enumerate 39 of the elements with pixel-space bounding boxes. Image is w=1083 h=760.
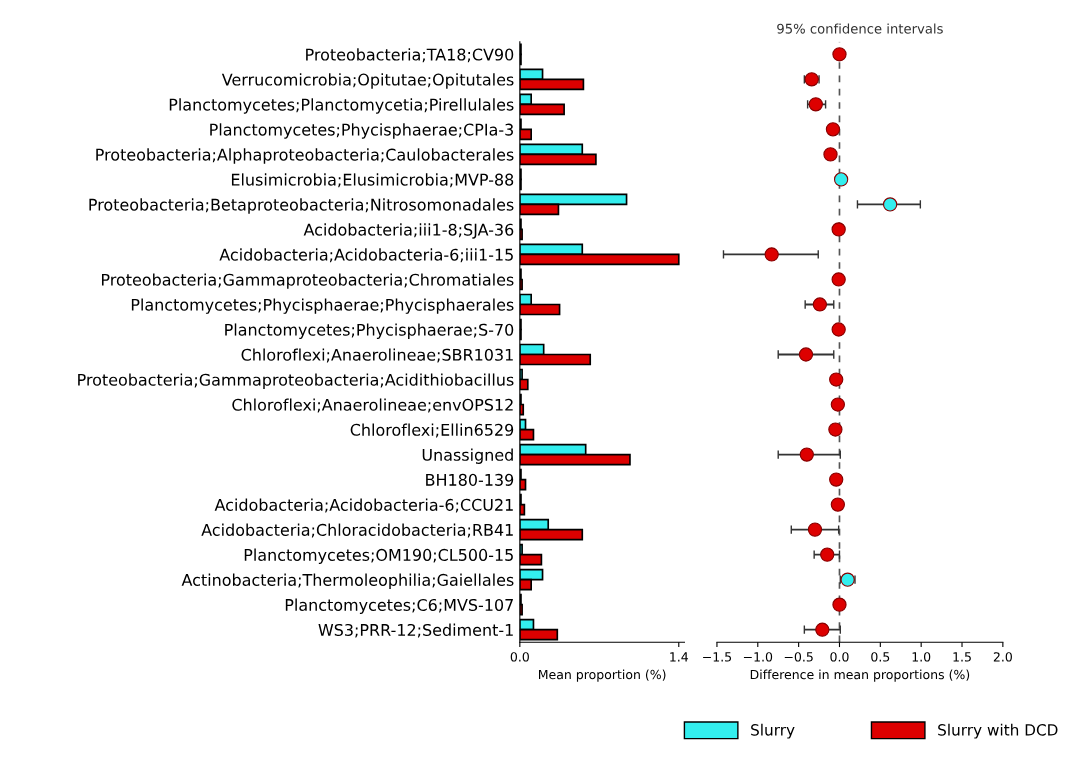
y-tick-label: Acidobacteria;Acidobacteria-6;iii1-15: [219, 248, 513, 263]
x-tick-label: 2.0: [993, 652, 1012, 662]
x-tick-label: −1.5: [703, 652, 732, 662]
y-tick-label: Proteobacteria;Betaproteobacteria;Nitrosomonadales: [89, 198, 514, 214]
y-tick-label: Actinobacteria;Thermoleophilia;Gaiellales: [181, 573, 514, 590]
x-axis-title: Difference in mean proportions (%): [750, 669, 970, 682]
y-tick-label: Proteobacteria;Gammaproteobacteria;Acidithiobacillus: [78, 373, 514, 389]
y-tick-label: Chloroflexi;Anaerolineae;SBR1031: [241, 348, 513, 363]
x-tick-label: 1.4: [670, 652, 689, 662]
legend-label: Slurry with DCD: [938, 723, 1058, 739]
legend-label: Slurry: [751, 723, 795, 739]
y-tick-label: Proteobacteria;TA18;CV90: [306, 48, 514, 63]
y-tick-label: BH180-139: [426, 473, 514, 486]
y-tick-label: Proteobacteria;Alphaproteobacteria;Caulobacterales: [96, 148, 514, 164]
x-tick-label: 0.0: [830, 652, 849, 662]
y-tick-label: Chloroflexi;Anaerolineae;envOPS12: [232, 398, 513, 413]
x-tick-label: 0.0: [510, 652, 529, 662]
y-tick-label: Planctomycetes;C6;MVS-107: [285, 598, 513, 615]
y-tick-label: Chloroflexi;Ellin6529: [350, 423, 514, 438]
x-tick-label: 1.5: [953, 652, 971, 662]
x-tick-label: −0.5: [784, 652, 813, 662]
y-tick-label: Elusimicrobia;Elusimicrobia;MVP-88: [231, 173, 514, 188]
chart-title: 95% confidence intervals: [777, 23, 943, 34]
y-tick-label: Acidobacteria;Chloracidobacteria;RB41: [201, 523, 513, 538]
y-tick-label: WS3;PRR-12;Sediment-1: [318, 623, 513, 638]
y-tick-label: Planctomycetes;Phycisphaerae;Phycisphaerales: [131, 298, 514, 314]
x-axis-title: Mean proportion (%): [539, 669, 666, 682]
y-tick-label: Acidobacteria;Acidobacteria-6;CCU21: [214, 498, 513, 513]
y-tick-label: Verrucomicrobia;Opitutae;Opitutales: [221, 73, 514, 89]
y-tick-label: Planctomycetes;Planctomycetia;Pirellulales: [169, 98, 514, 114]
y-tick-label: Unassigned: [422, 448, 513, 464]
x-tick-label: −1.0: [743, 652, 773, 662]
x-tick-label: 0.5: [871, 652, 890, 662]
y-tick-label: Planctomycetes;Phycisphaerae;S-70: [225, 323, 514, 339]
x-tick-label: 1.0: [912, 652, 931, 662]
y-tick-label: Acidobacteria;iii1-8;SJA-36: [303, 223, 514, 239]
y-tick-label: Proteobacteria;Gammaproteobacteria;Chromatiales: [101, 273, 514, 289]
y-tick-label: Planctomycetes;OM190;CL500-15: [244, 548, 513, 565]
y-tick-label: Planctomycetes;Phycisphaerae;CPIa-3: [210, 123, 513, 139]
